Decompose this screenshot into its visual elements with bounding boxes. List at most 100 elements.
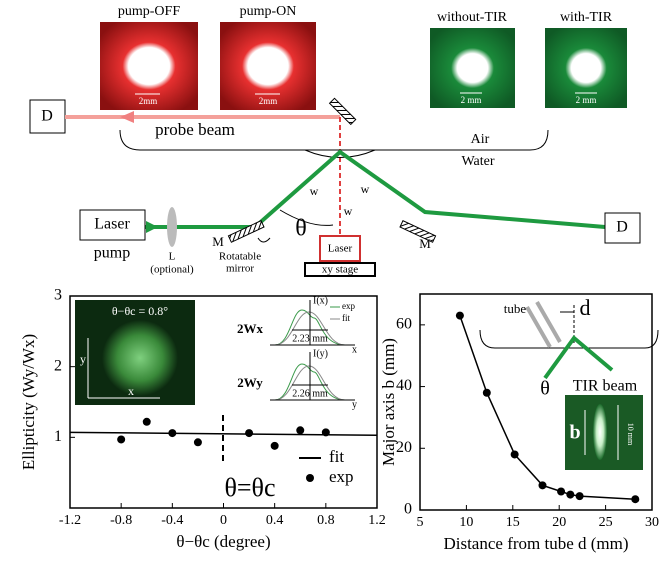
- pump-label: pump: [94, 245, 130, 262]
- y-tick-label: 3: [54, 287, 62, 304]
- data-point: [456, 312, 464, 320]
- y-tick-label: 0: [404, 501, 412, 518]
- data-point: [566, 491, 574, 499]
- rotatable-label: mirror: [226, 263, 254, 275]
- axis-label: y: [352, 399, 357, 410]
- rotatable-label: Rotatable: [219, 251, 261, 263]
- mirror-label: M: [419, 236, 431, 251]
- x-tick-label: 0.4: [266, 513, 284, 528]
- legend-label: fit: [329, 447, 344, 466]
- axis-label: x: [352, 344, 357, 355]
- setup: D probe beam Air Water Laser pump L (opt…: [30, 98, 640, 276]
- rotate-arrow: [258, 238, 270, 242]
- inset-label: 10 mm: [626, 423, 635, 446]
- data-point: [557, 487, 565, 495]
- lens-label: L: [169, 251, 176, 263]
- tube-wall: [537, 302, 560, 342]
- inset-label: b: [569, 422, 580, 444]
- data-point: [143, 418, 151, 426]
- data-point: [271, 442, 279, 450]
- data-point: [117, 435, 125, 443]
- legend: exp: [342, 301, 355, 311]
- w-label: w: [344, 204, 353, 218]
- x-tick-label: 20: [552, 515, 566, 530]
- figure: pump-OFF pump-ON without-TIR with-TIR 2m…: [0, 0, 672, 561]
- data-point: [194, 438, 202, 446]
- scale-label: 2mm: [139, 96, 158, 106]
- y-axis-label: Ellipticity (Wy/Wx): [19, 334, 38, 470]
- inset-axis: x: [128, 384, 134, 398]
- inset-label: d: [580, 295, 591, 320]
- data-point: [245, 429, 253, 437]
- y-tick-label: 1: [54, 428, 62, 445]
- y-tick-label: 40: [396, 377, 412, 394]
- x-tick-label: 0: [220, 513, 227, 528]
- x-tick-label: 10: [459, 515, 473, 530]
- inset-label: θ−θc = 0.8°: [112, 304, 168, 318]
- axis-label: I(y): [313, 348, 328, 359]
- detector-label: D: [41, 108, 53, 125]
- x-tick-label: 0.8: [317, 513, 335, 528]
- w-label: w: [361, 182, 370, 196]
- laser-label: Laser: [328, 243, 353, 255]
- chart1-insets: θ−θc = 0.8° y x 2Wx 2.23 mm I(x) x exp f…: [75, 295, 357, 502]
- data-point: [538, 481, 546, 489]
- x-tick-label: 5: [417, 515, 424, 530]
- y-axis-label: Major axis b (mm): [379, 338, 398, 466]
- water-label: Water: [461, 154, 494, 169]
- x-tick-label: -0.4: [161, 513, 183, 528]
- x-tick-label: 15: [506, 515, 520, 530]
- legend: fit: [342, 313, 350, 323]
- legend-swatch: [306, 474, 314, 482]
- scale-label: 2mm: [259, 96, 278, 106]
- annotation: θ=θc: [224, 473, 275, 502]
- profile-label: 2Wx: [237, 321, 264, 336]
- x-tick-label: 1.2: [368, 513, 386, 528]
- inset-label: tube: [504, 301, 527, 316]
- profile-label: 2Wy: [237, 375, 263, 390]
- x-tick-label: -0.8: [110, 513, 132, 528]
- scale-label: 2 mm: [576, 95, 597, 105]
- beam-images: pump-OFF pump-ON without-TIR with-TIR 2m…: [100, 4, 627, 110]
- width-label: 2.23 mm: [292, 333, 328, 344]
- laser-label: Laser: [94, 216, 130, 233]
- x-axis-label: θ−θc (degree): [176, 532, 270, 551]
- data-point: [296, 426, 304, 434]
- lens-note: (optional): [150, 264, 194, 276]
- arrow: [120, 111, 134, 123]
- data-point: [168, 429, 176, 437]
- series-line: [70, 432, 377, 435]
- mirror-label: M: [212, 234, 224, 249]
- lens: [167, 207, 177, 247]
- image-label: pump-OFF: [118, 4, 180, 19]
- spot: [593, 404, 607, 460]
- theta-label: θ: [295, 216, 307, 242]
- arrow: [146, 221, 158, 233]
- image-label: without-TIR: [437, 10, 508, 25]
- x-tick-label: -1.2: [59, 513, 81, 528]
- y-tick-label: 2: [54, 357, 62, 374]
- image-label: with-TIR: [560, 10, 613, 25]
- y-tick-label: 20: [396, 439, 412, 456]
- x-tick-label: 30: [645, 515, 659, 530]
- data-point: [322, 428, 330, 436]
- scale-label: 2 mm: [461, 95, 482, 105]
- detector-label: D: [616, 219, 628, 236]
- data-point: [511, 450, 519, 458]
- data-point: [576, 492, 584, 500]
- chart2-insets: tube d θ TIR beam b 10 mm: [480, 295, 658, 470]
- air-label: Air: [471, 132, 490, 147]
- data-point: [631, 495, 639, 503]
- x-axis-label: Distance from tube d (mm): [443, 534, 628, 553]
- spot: [102, 320, 178, 396]
- image-label: pump-ON: [240, 4, 297, 19]
- x-tick-label: 25: [599, 515, 613, 530]
- mirror: [330, 98, 356, 124]
- data-point: [483, 389, 491, 397]
- inset-label: TIR beam: [573, 378, 638, 395]
- y-tick-label: 60: [396, 316, 412, 333]
- width-label: 2.26 mm: [292, 388, 328, 399]
- probe-label: probe beam: [155, 120, 235, 139]
- legend-label: exp: [329, 467, 354, 486]
- axis-label: I(x): [313, 295, 328, 306]
